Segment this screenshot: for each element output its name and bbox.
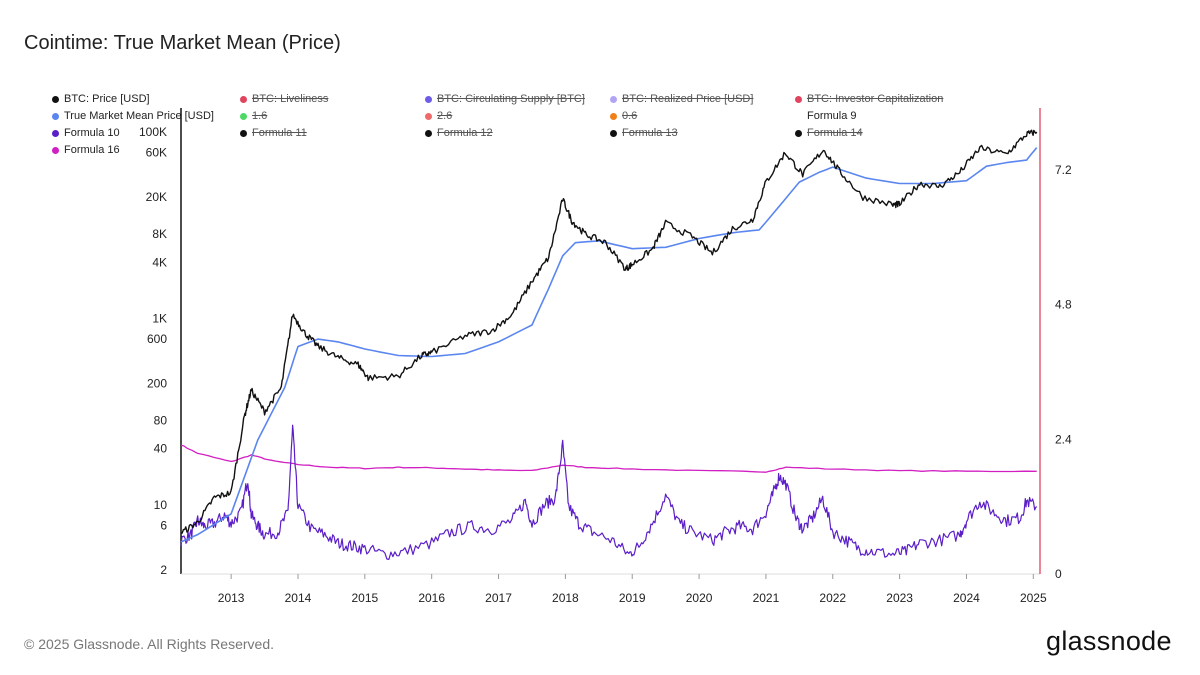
legend-label: Formula 12 [437,127,493,139]
legend-label: BTC: Investor Capitalization [807,93,944,105]
legend-label: BTC: Liveliness [252,93,329,105]
x-tick-label: 2025 [1020,591,1047,605]
legend-label: Formula 13 [622,127,678,139]
x-tick-label: 2016 [418,591,445,605]
legend-swatch [425,129,432,137]
legend-label: BTC: Circulating Supply [BTC] [437,93,585,105]
legend-swatch [240,129,247,137]
legend-swatch [795,112,802,120]
legend-item[interactable]: BTC: Price [USD] [52,93,150,105]
y-left-tick-label: 6 [160,519,167,533]
legend-label: Formula 10 [64,127,120,139]
legend-swatch [610,112,617,120]
y-left-tick-label: 80 [154,414,168,428]
legend-label: 2.6 [437,110,453,122]
legend-label: Formula 9 [807,110,857,122]
legend-item[interactable]: Formula 13 [610,127,678,139]
y-right-tick-label: 0 [1055,567,1062,581]
series-line-true-market-mean-price-usd [180,147,1038,543]
legend-item[interactable]: True Market Mean Price [USD] [52,110,214,122]
legend-swatch [425,112,432,120]
x-tick-label: 2024 [953,591,980,605]
legend-item[interactable]: 0.6 [610,110,637,122]
series-line-formula-16 [180,444,1037,473]
legend-swatch [610,95,617,103]
y-left-tick-label: 8K [152,227,167,241]
y-right-tick-label: 7.2 [1055,163,1072,177]
legend-item[interactable]: 1.6 [240,110,267,122]
y-left-tick-label: 60K [146,146,167,160]
legend-swatch [52,146,59,154]
chart-title: Cointime: True Market Mean (Price) [24,32,341,54]
legend-swatch [240,95,247,103]
y-left-tick-label: 20K [146,190,167,204]
x-tick-label: 2021 [753,591,780,605]
y-left-tick-label: 40 [154,442,168,456]
y-left-tick-label: 600 [147,332,167,346]
legend-item[interactable]: Formula 14 [795,127,863,139]
x-tick-label: 2013 [218,591,245,605]
y-left-tick-label: 4K [152,255,167,269]
legend-label: True Market Mean Price [USD] [64,110,214,122]
y-left-tick-label: 1K [152,311,167,325]
x-tick-label: 2020 [686,591,713,605]
legend-label: BTC: Price [USD] [64,93,150,105]
copyright-text: © 2025 Glassnode. All Rights Reserved. [24,636,275,652]
legend-swatch [52,112,59,120]
legend-label: Formula 14 [807,127,863,139]
legend-item[interactable]: BTC: Liveliness [240,93,328,105]
legend-label: Formula 11 [252,127,307,139]
legend-item[interactable]: 2.6 [425,110,452,122]
legend-swatch [52,95,59,103]
x-tick-label: 2022 [819,591,846,605]
legend-swatch [610,129,617,137]
glassnode-logo[interactable]: glassnode [1046,626,1172,656]
legend-item[interactable]: BTC: Investor Capitalization [795,93,943,105]
legend-item[interactable]: BTC: Realized Price [USD] [610,93,753,105]
legend-swatch [425,95,432,103]
y-right-tick-label: 2.4 [1055,432,1072,446]
legend-item[interactable]: Formula 9 [795,110,857,122]
x-tick-label: 2023 [886,591,913,605]
series-line-btc-price-usd [180,129,1038,534]
y-left-tick-label: 2 [160,563,167,577]
legend-label: 0.6 [622,110,638,122]
legend-swatch [240,112,247,120]
legend-label: BTC: Realized Price [USD] [622,93,754,105]
legend-label: Formula 16 [64,144,120,156]
legend-item[interactable]: Formula 12 [425,127,493,139]
series-line-formula-10 [180,424,1038,560]
legend-item[interactable]: BTC: Circulating Supply [BTC] [425,93,585,105]
y-left-tick-label: 10 [154,498,168,512]
x-tick-label: 2018 [552,591,579,605]
y-left-tick-label: 100K [139,125,167,139]
legend-swatch [795,95,802,103]
x-tick-label: 2017 [485,591,512,605]
legend-label: 1.6 [252,110,268,122]
x-tick-label: 2019 [619,591,646,605]
legend-swatch [52,129,59,137]
y-right-tick-label: 4.8 [1055,298,1072,312]
x-tick-label: 2014 [285,591,312,605]
legend-item[interactable]: Formula 16 [52,144,120,156]
y-left-tick-label: 200 [147,377,167,391]
legend-item[interactable]: Formula 10 [52,127,120,139]
legend-swatch [795,129,802,137]
x-tick-label: 2015 [351,591,378,605]
legend-item[interactable]: Formula 11 [240,127,307,139]
